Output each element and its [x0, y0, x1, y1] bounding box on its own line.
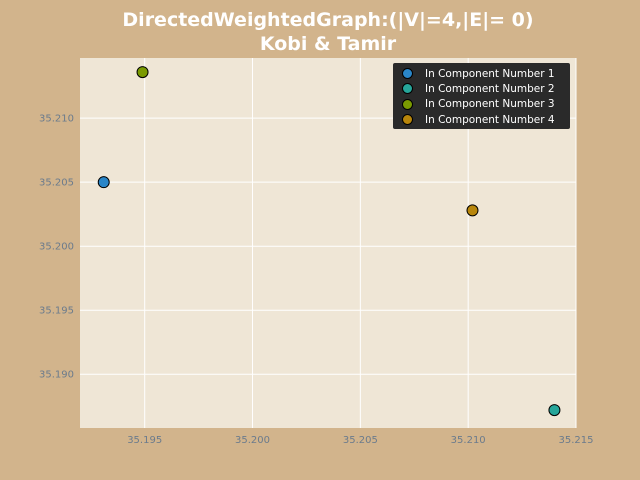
- data-point-component-2: [548, 404, 561, 417]
- x-tick-label: 35.205: [343, 435, 378, 446]
- legend-label: In Component Number 4: [425, 113, 555, 126]
- data-point-component-1: [97, 176, 110, 189]
- x-tick-label: 35.200: [235, 435, 270, 446]
- legend-item-component-3: In Component Number 3: [393, 97, 570, 112]
- legend-label: In Component Number 2: [425, 82, 555, 95]
- chart-title-line-1: DirectedWeightedGraph:(|V|=4,|E|= 0): [122, 9, 534, 31]
- legend-item-component-4: In Component Number 4: [393, 112, 570, 127]
- legend-marker: [402, 68, 413, 80]
- chart-legend: In Component Number 1 In Component Number…: [393, 63, 570, 129]
- x-tick-label: 35.215: [559, 435, 594, 446]
- legend-marker: [402, 114, 413, 126]
- y-tick-label: 35.200: [39, 242, 74, 253]
- y-tick-label: 35.190: [39, 370, 74, 381]
- legend-label: In Component Number 1: [425, 67, 555, 80]
- legend-marker: [402, 83, 413, 95]
- legend-item-component-2: In Component Number 2: [393, 81, 570, 96]
- x-tick-label: 35.195: [127, 435, 162, 446]
- legend-marker: [402, 98, 413, 110]
- y-tick-label: 35.210: [39, 114, 74, 125]
- legend-item-component-1: In Component Number 1: [393, 66, 570, 81]
- x-tick-label: 35.210: [451, 435, 486, 446]
- data-point-component-4: [466, 204, 479, 217]
- data-point-component-3: [136, 66, 149, 79]
- y-tick-label: 35.205: [39, 178, 74, 189]
- y-tick-label: 35.195: [39, 306, 74, 317]
- legend-label: In Component Number 3: [425, 98, 555, 111]
- chart-title-line-2: Kobi & Tamir: [259, 33, 397, 55]
